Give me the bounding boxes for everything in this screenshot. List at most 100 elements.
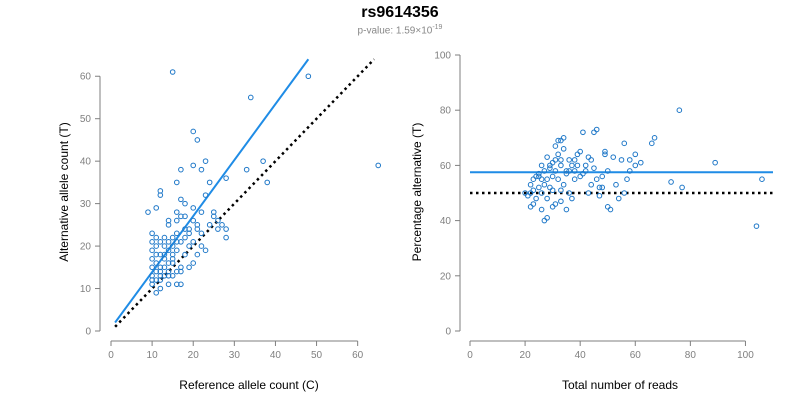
p-value-text: p-value: 1.59×10	[357, 25, 433, 37]
data-point	[613, 181, 619, 188]
data-point	[219, 222, 225, 228]
data-point	[552, 201, 559, 207]
data-point	[223, 226, 229, 232]
data-point	[604, 204, 611, 210]
data-point	[202, 192, 209, 198]
data-point	[668, 179, 674, 185]
data-point	[202, 158, 209, 164]
data-point	[571, 157, 578, 163]
data-point	[161, 234, 168, 241]
data-point	[563, 206, 570, 213]
data-point	[563, 168, 570, 174]
data-point	[182, 226, 188, 232]
data-point	[536, 184, 542, 191]
data-point	[632, 151, 639, 158]
data-point	[547, 162, 553, 169]
data-point	[560, 181, 567, 188]
data-point	[186, 243, 192, 249]
data-point	[190, 217, 197, 224]
y-axis-label: Percentage alternative (T)	[410, 123, 424, 262]
x-tick-label: 60	[352, 350, 364, 361]
data-point	[538, 176, 545, 182]
data-point	[544, 195, 550, 202]
data-point	[165, 281, 172, 288]
data-point	[632, 162, 639, 169]
data-point	[178, 281, 184, 288]
data-point	[223, 234, 229, 241]
data-point	[153, 234, 160, 241]
p-value-subtitle: p-value: 1.59×10-19	[0, 24, 800, 36]
data-point	[599, 173, 606, 180]
fit-line	[114, 58, 310, 324]
data-point	[599, 184, 606, 191]
data-point	[593, 126, 600, 133]
data-point	[588, 157, 594, 163]
data-point	[571, 176, 578, 182]
data-point	[637, 159, 644, 166]
data-point	[260, 158, 266, 164]
data-point	[602, 151, 608, 158]
data-point	[173, 239, 180, 245]
x-tick-label: 10	[147, 350, 159, 361]
data-point	[549, 204, 556, 210]
chart-title: rs9614356	[361, 4, 439, 21]
data-point	[618, 157, 625, 163]
data-point	[305, 73, 312, 80]
data-point	[190, 260, 197, 266]
x-tick-label: 30	[229, 350, 241, 361]
y-axis-label: Alternative allele count (T)	[57, 122, 71, 261]
data-point	[173, 247, 180, 254]
data-point	[560, 135, 567, 141]
data-point	[149, 247, 155, 254]
x-tick-label: 100	[737, 350, 754, 361]
y-tick-label: 40	[440, 216, 452, 227]
data-point	[149, 264, 155, 271]
data-point	[580, 170, 586, 177]
data-point	[190, 128, 197, 135]
data-point	[375, 162, 382, 169]
data-point	[549, 173, 556, 180]
data-point	[621, 190, 628, 196]
data-point	[153, 260, 160, 266]
data-point	[149, 277, 155, 283]
data-point	[566, 157, 572, 163]
data-point	[679, 184, 685, 191]
data-point	[198, 209, 205, 215]
data-point	[596, 184, 603, 191]
data-point	[157, 273, 164, 279]
data-point	[206, 179, 213, 186]
data-point	[591, 129, 597, 136]
data-point	[194, 226, 201, 232]
allele-count-scatter-plot: Reference allele count (C) Alternative a…	[57, 58, 382, 392]
data-point	[198, 230, 205, 237]
data-point	[157, 285, 164, 292]
data-point	[569, 195, 575, 202]
data-point	[602, 148, 608, 155]
data-point	[243, 166, 250, 173]
x-tick-label: 0	[108, 350, 114, 361]
data-point	[582, 162, 589, 169]
data-point	[560, 146, 567, 152]
data-point	[169, 251, 176, 258]
x-tick-label: 80	[685, 350, 697, 361]
data-point	[558, 187, 564, 194]
data-point	[538, 190, 545, 196]
x-tick-label: 50	[311, 350, 323, 361]
percentage-alternative-scatter-plot: Total number of reads Percentage alterna…	[410, 51, 773, 392]
data-point	[149, 239, 155, 245]
data-point	[153, 289, 160, 296]
data-point	[558, 137, 564, 144]
data-point	[753, 223, 760, 229]
data-point	[161, 264, 168, 271]
p-value-exponent: -19	[432, 24, 443, 31]
data-point	[161, 256, 168, 262]
data-point	[580, 129, 586, 136]
data-point	[624, 176, 630, 182]
data-point	[157, 239, 164, 245]
data-point	[169, 273, 176, 279]
data-point	[210, 213, 217, 220]
data-point	[541, 181, 548, 188]
data-point	[202, 247, 209, 254]
data-point	[569, 162, 575, 169]
reference-line	[114, 58, 376, 328]
